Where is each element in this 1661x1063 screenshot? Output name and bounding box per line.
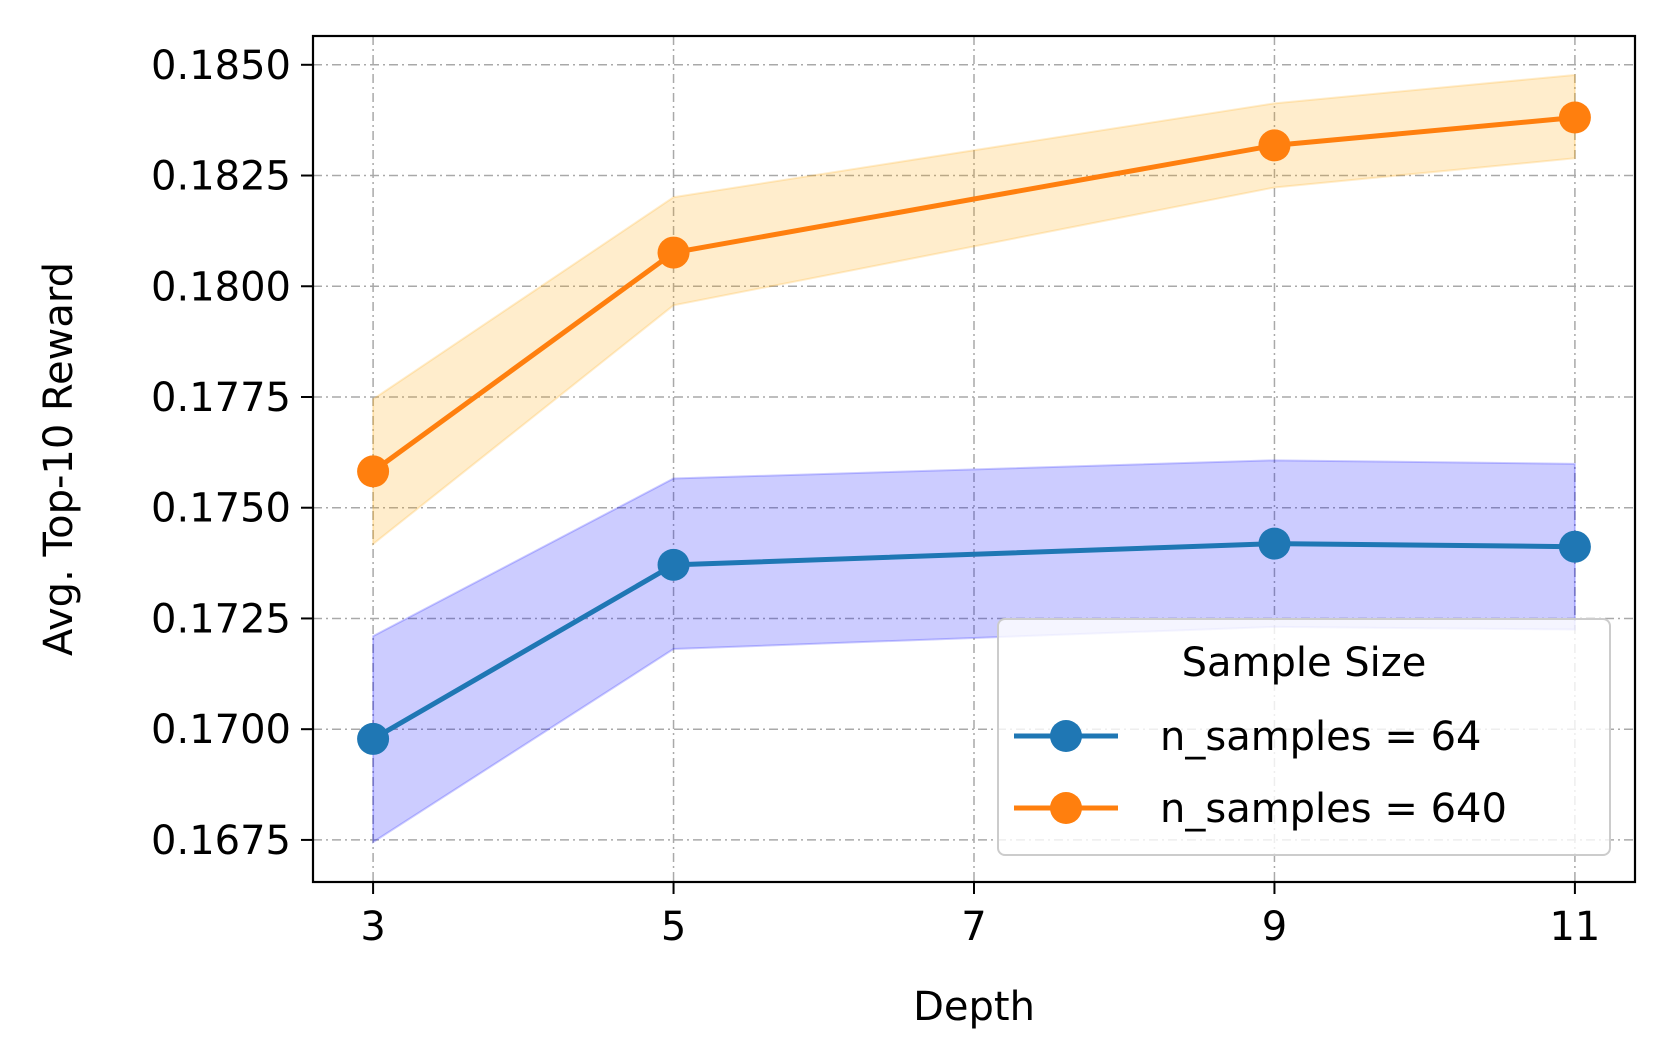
data-point [657,548,690,581]
y-tick-label: 0.1675 [151,818,291,864]
series-points [357,101,1591,755]
x-axis-ticks: 3 5 7 9 11 [360,882,1600,950]
data-point [1558,101,1591,134]
y-tick-label: 0.1750 [151,486,291,532]
x-tick-label: 5 [661,904,686,950]
data-point [1258,527,1291,560]
y-tick-label: 0.1850 [151,43,291,89]
series-line-0 [371,541,1575,742]
x-tick-label: 3 [360,904,385,950]
series-line-1 [371,115,1576,474]
y-tick-label: 0.1725 [151,596,291,642]
legend: Sample Size n_samples = 64n_samples = 64… [997,618,1611,856]
legend-marker-0 [1050,720,1082,752]
x-tick-label: 7 [961,904,986,950]
legend-box [997,618,1611,856]
legend-marker-1 [1050,792,1082,824]
y-tick-label: 0.1700 [151,707,291,753]
legend-label-1: n_samples = 640 [1160,786,1507,832]
y-tick-label: 0.1825 [151,154,291,200]
legend-entries: n_samples = 64 n_samples = 640 [1014,714,1507,832]
data-point [357,722,390,755]
y-tick-label: 0.1800 [151,264,291,310]
legend-label-0: n_samples = 64 [1160,714,1481,760]
x-tick-label: 11 [1549,904,1600,950]
data-point [657,236,690,269]
data-point [357,455,390,488]
x-tick-label: 9 [1262,904,1287,950]
data-point [1258,129,1291,162]
y-tick-label: 0.1775 [151,375,291,421]
x-axis-label: Depth [913,984,1035,1030]
y-axis-ticks: 0.1675 0.1700 0.1725 0.1750 0.1775 0.1800 0.18… [151,43,313,864]
data-point [1558,530,1591,563]
legend-title: Sample Size [1182,640,1427,686]
series-lines [371,115,1576,742]
y-axis-label: Avg. Top-10 Reward [36,262,82,656]
confidence-band-series-1 [372,73,1576,547]
